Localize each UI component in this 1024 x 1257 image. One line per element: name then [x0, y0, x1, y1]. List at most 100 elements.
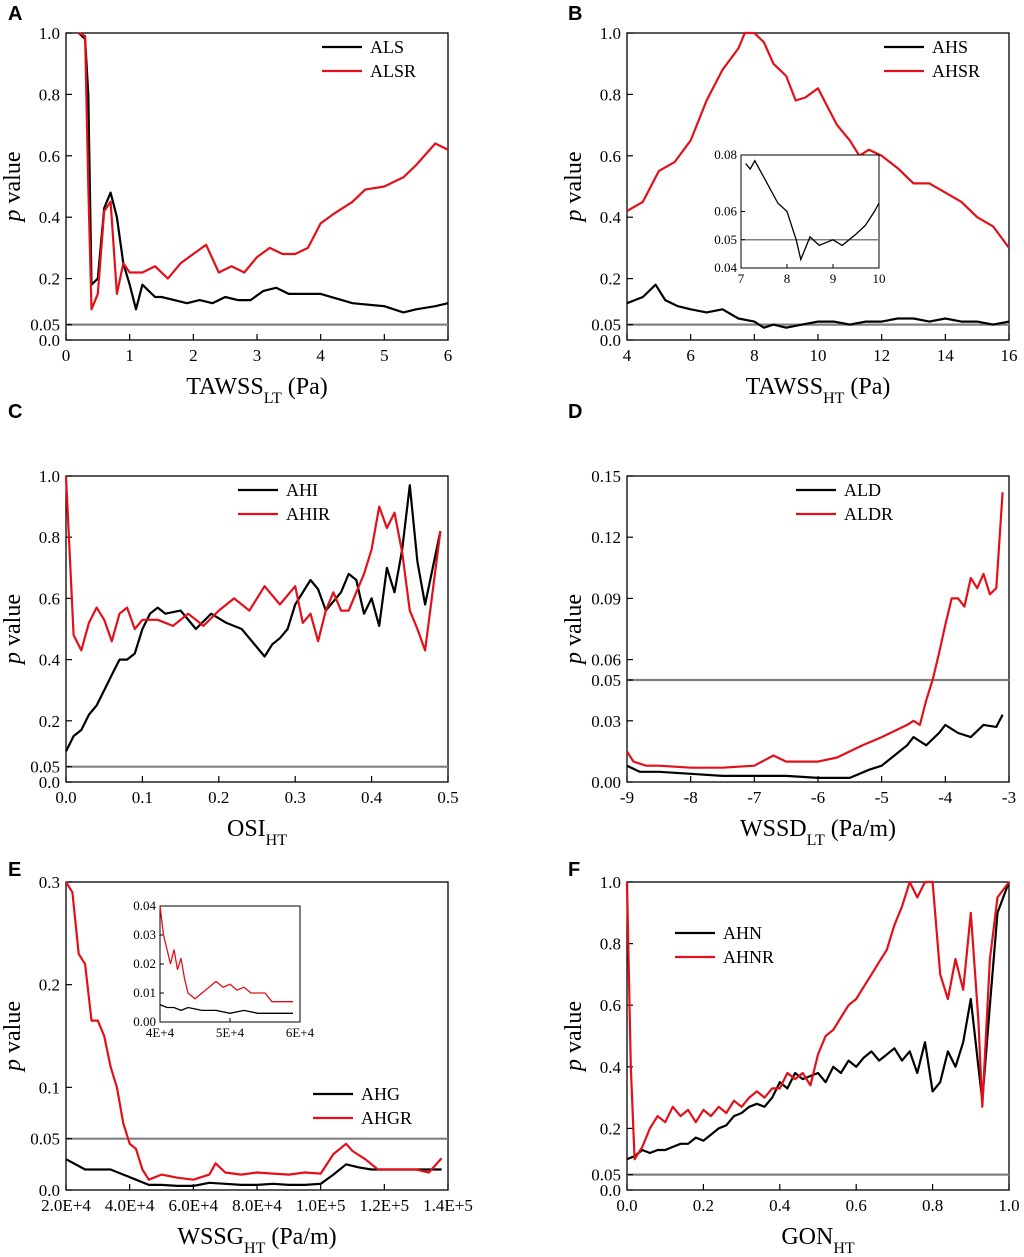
x-tick-label: 1.2E+5: [359, 1196, 409, 1215]
x-tick-label: 0.0: [616, 1196, 637, 1215]
inset-y-tick-label: 0.04: [133, 898, 156, 913]
y-tick-label: 0.6: [600, 147, 621, 166]
legend-label-ahg: AHG: [361, 1084, 400, 1104]
y-axis-label: p value: [561, 594, 587, 666]
x-tick-label: 4.0E+4: [105, 1196, 155, 1215]
x-tick-label: 0.8: [922, 1196, 943, 1215]
panel-e: E 2.0E+4 4.0E+4 6.0E+4 8.0E+4 1.0E+5 1.2E+5 1.4…: [0, 859, 473, 1257]
y-axis-label: p value: [0, 1001, 26, 1073]
x-tick-label: 0.2: [208, 788, 229, 807]
y-tick-label: 0.3: [39, 873, 60, 892]
inset-y-tick-label: 0.02: [133, 956, 156, 971]
x-tick-label: 16: [1001, 346, 1018, 365]
legend-label-ahi: AHI: [286, 480, 318, 500]
y-axis-label: p value: [0, 594, 26, 666]
y-tick-label: 0.6: [39, 589, 60, 608]
y-tick-label: 0.0: [39, 331, 60, 350]
y-tick-label: 0.8: [39, 85, 60, 104]
inset-chart: 7 8 9 10 0.04 0.05 0.06 0.08: [714, 147, 885, 286]
y-tick-label: 1.0: [39, 24, 60, 43]
y-tick-label: 0.8: [39, 528, 60, 547]
x-tick-label: 12: [873, 346, 890, 365]
y-tick-label: 0.09: [591, 589, 621, 608]
x-tick-label: 0: [62, 346, 71, 365]
x-axis-label: TAWSSLT (Pa): [186, 374, 328, 407]
y-tick-label: 0.0: [600, 331, 621, 350]
x-tick-label: 0.4: [769, 1196, 791, 1215]
x-axis-label: GONHT: [781, 1224, 855, 1257]
x-tick-label: 1.0E+5: [296, 1196, 346, 1215]
legend: ALS ALSR: [322, 37, 416, 81]
x-tick-label: 0.1: [132, 788, 153, 807]
legend: AHI AHIR: [238, 480, 330, 524]
x-tick-label: 3: [253, 346, 262, 365]
y-tick-label: 0.05: [591, 316, 621, 335]
legend-label-als: ALS: [370, 37, 404, 57]
y-tick-label: 0.05: [30, 316, 60, 335]
y-tick-label: 1.0: [600, 24, 621, 43]
legend: AHS AHSR: [884, 37, 980, 81]
x-tick-label: 2: [189, 346, 198, 365]
series-line-ahs: [626, 283, 1010, 329]
legend-label-alsr: ALSR: [370, 61, 416, 81]
panel-b: B4 6 8 10 12 14 160.00.050.20.40.60.81.0TAWSSH…: [561, 3, 1018, 407]
y-tick-label: 0.0: [39, 1181, 60, 1200]
inset-frame: [740, 154, 880, 269]
x-tick-label: -8: [684, 788, 698, 807]
inset-series-line-ahs: [745, 159, 880, 262]
inset-x-tick-label: 5E+4: [216, 1025, 245, 1040]
inset-frame: [159, 905, 301, 1023]
legend-label-ahsr: AHSR: [932, 61, 980, 81]
x-tick-label: 0.2: [693, 1196, 714, 1215]
y-tick-label: 0.0: [600, 1181, 621, 1200]
panel-letter: E: [8, 859, 21, 881]
panel-f: F0.0 0.2 0.4 0.6 0.8 1.00.00.050.20.40.60.81.…: [561, 859, 1020, 1257]
x-tick-label: 4: [623, 346, 632, 365]
inset-y-tick-label: 0.05: [714, 232, 737, 247]
y-tick-label: 0.8: [600, 935, 621, 954]
inset-y-tick-label: 0.06: [714, 204, 737, 219]
series-line-ahi: [65, 484, 442, 752]
panel-letter: C: [8, 401, 22, 423]
inset-y-tick-label: 0.03: [133, 927, 156, 942]
inset-x-tick-label: 7: [738, 271, 745, 286]
y-tick-label: 0.4: [600, 208, 622, 227]
x-tick-label: 0.6: [846, 1196, 867, 1215]
series-line-ahn: [626, 881, 1011, 1161]
inset-x-tick-label: 8: [784, 271, 791, 286]
x-tick-label: 0.4: [361, 788, 383, 807]
x-axis-label: OSIHT: [227, 816, 287, 849]
y-tick-label: 0.06: [591, 651, 621, 670]
series-line-aldr: [626, 492, 1004, 769]
x-tick-label: 5: [380, 346, 389, 365]
panel-d: D -9 -8 -7 -6 -5 -4 -3 0.00 0.03 0.050.06 0.09 0.12 0…: [561, 401, 1016, 849]
legend-label-ahir: AHIR: [286, 504, 330, 524]
plot-frame: [626, 475, 1010, 783]
y-axis-label: p value: [0, 152, 26, 224]
x-tick-label: -3: [1002, 788, 1016, 807]
inset-y-tick-label: 0.08: [714, 147, 737, 162]
y-tick-label: 1.0: [39, 467, 60, 486]
legend-label-ald: ALD: [844, 480, 881, 500]
legend-label-aldr: ALDR: [844, 504, 893, 524]
x-tick-label: 0.0: [55, 788, 76, 807]
y-tick-label: 0.6: [600, 996, 621, 1015]
series-line-ald: [626, 714, 1004, 780]
x-tick-label: 10: [810, 346, 827, 365]
legend-label-ahs: AHS: [932, 37, 968, 57]
x-tick-label: -4: [938, 788, 953, 807]
x-tick-label: 6: [444, 346, 453, 365]
x-tick-label: 1.0: [998, 1196, 1019, 1215]
y-tick-label: 0.05: [30, 758, 60, 777]
y-tick-label: 0.6: [39, 147, 60, 166]
y-tick-label: 0.2: [600, 270, 621, 289]
y-tick-label: 0.12: [591, 528, 621, 547]
inset-series-line-ahgr: [159, 905, 293, 1003]
legend-label-ahnr: AHNR: [723, 947, 774, 967]
y-tick-label: 0.2: [39, 270, 60, 289]
legend: ALD ALDR: [796, 480, 893, 524]
panel-a: A 0 1 2 3 4 5 6 0.00.05 0.2 0.4 0.6 0.8 1.0 TAWSSLT (P…: [0, 3, 452, 407]
x-axis-label: WSSDLT (Pa/m): [740, 816, 896, 849]
x-tick-label: 1: [125, 346, 134, 365]
